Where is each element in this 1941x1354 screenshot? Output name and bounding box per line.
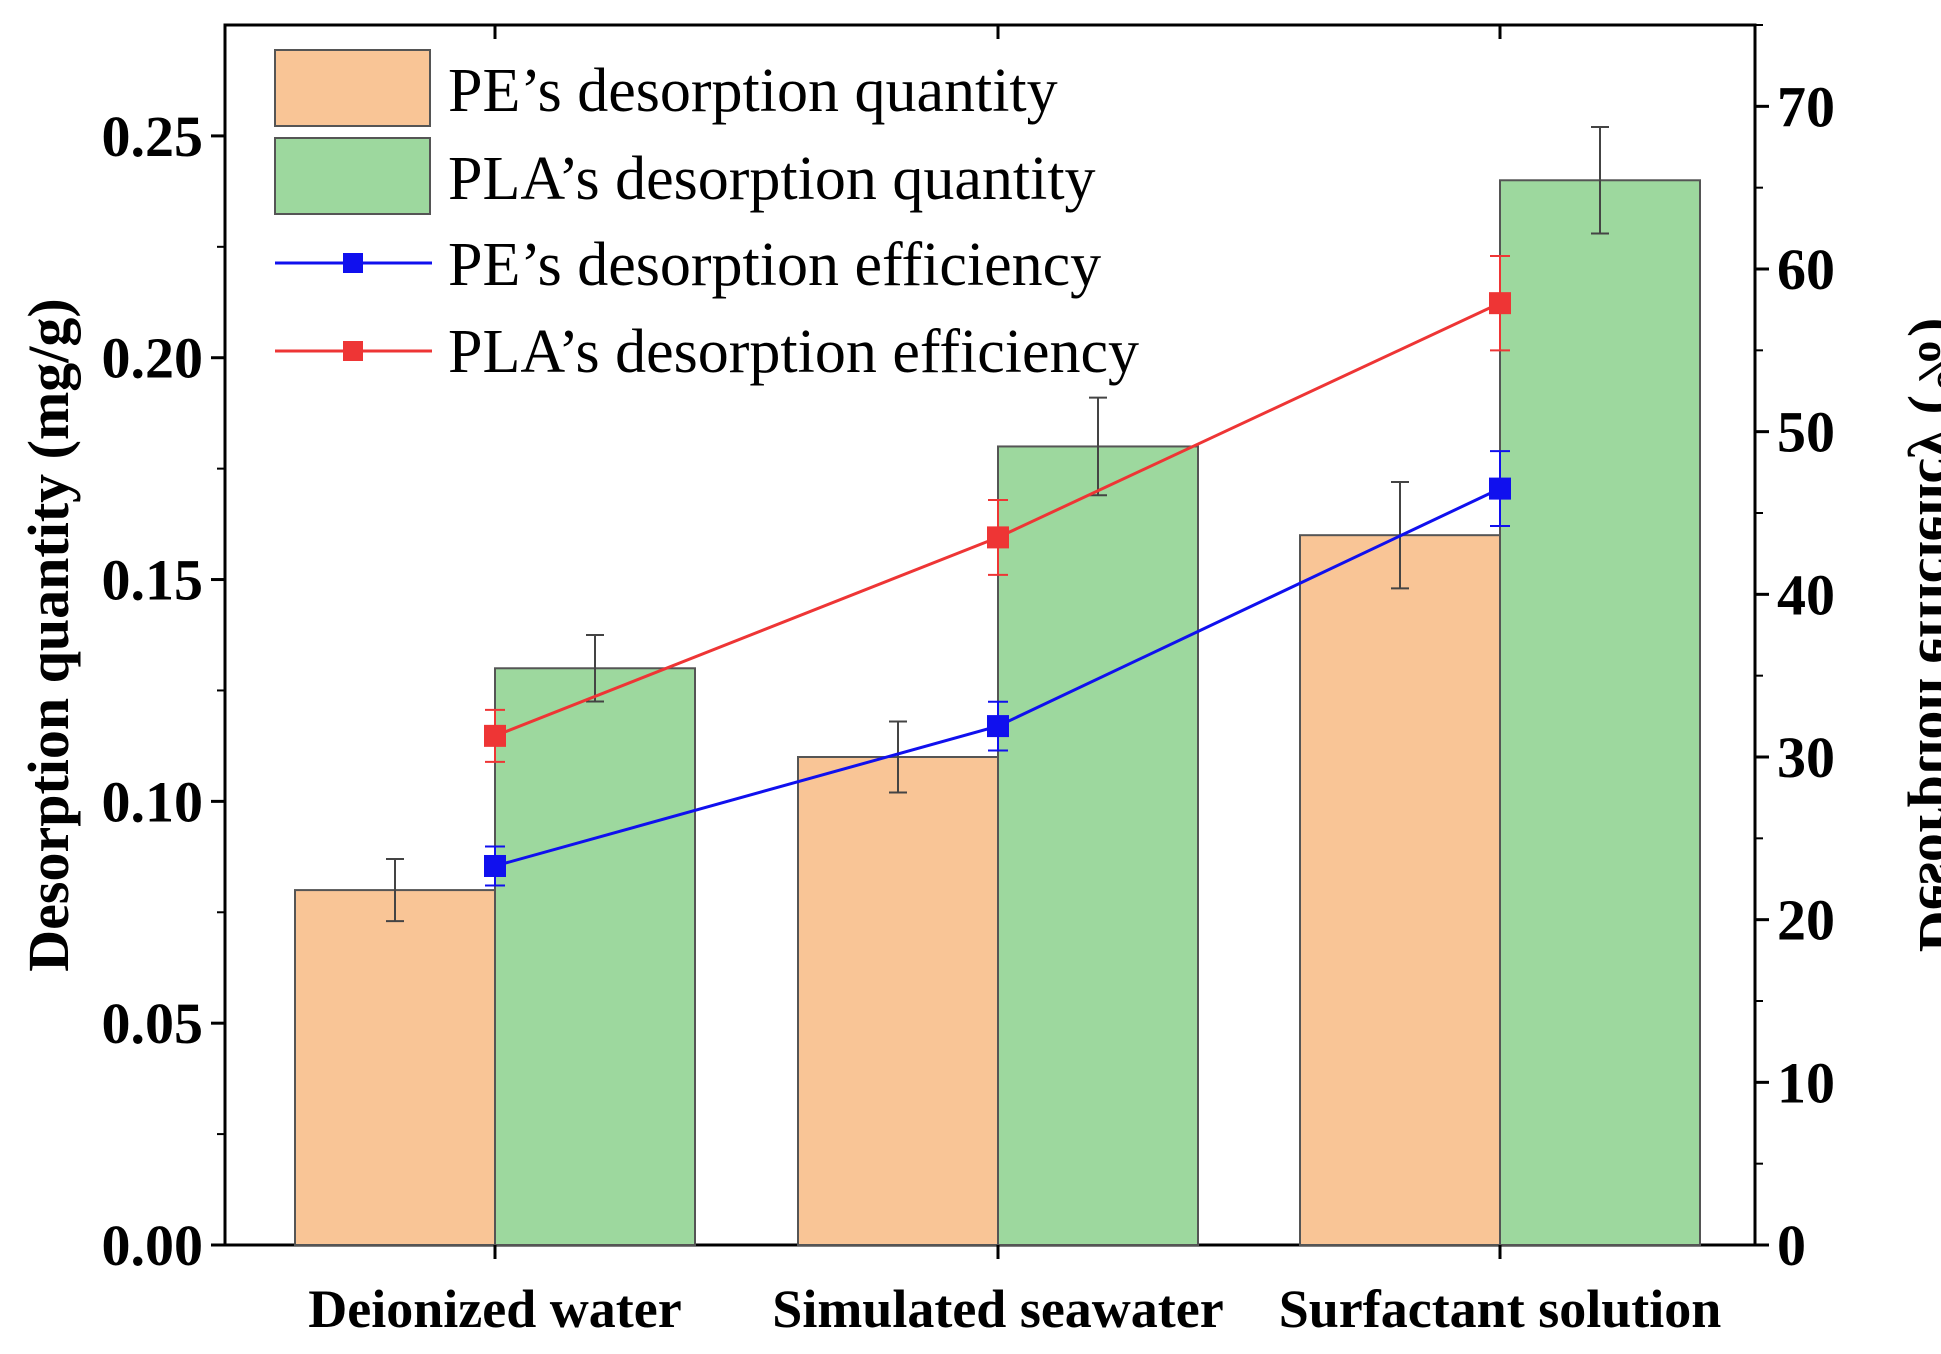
y-axis-title-left: Desorption quantity (mg/g) [16, 298, 81, 971]
y-tick-label-left-2: 0.10 [102, 769, 204, 834]
legend-label-pe-efficiency: PE’s desorption efficiency [448, 231, 1101, 299]
y-tick-label-right-4: 40 [1777, 562, 1835, 627]
y-tick-label-right-0: 0 [1777, 1213, 1806, 1278]
legend-swatch-pe-quantity [274, 49, 431, 127]
legend-marker-pla-efficiency [343, 341, 363, 361]
legend-marker-pe-efficiency [343, 253, 363, 273]
bar-pla-2 [1499, 179, 1701, 1247]
point-pe-efficiency-0 [484, 854, 506, 877]
legend-label-pe-quantity: PE’s desorption quantity [448, 57, 1058, 125]
legend-swatch-pla-quantity [274, 137, 431, 215]
bar-pla-0 [494, 667, 696, 1246]
y-tick-label-right-5: 50 [1777, 400, 1835, 465]
y-tick-label-left-5: 0.25 [102, 104, 204, 169]
bar-layer [294, 179, 1701, 1247]
axes-layer: 0.00 0.05 0.10 0.15 0.20 0.25 0 10 20 30 40 50 60 70 D… [102, 24, 1835, 1339]
y-tick-label-right-1: 10 [1777, 1050, 1835, 1115]
y-tick-label-right-6: 60 [1777, 237, 1835, 302]
y-axis-title-right: Desorption efficiency (%) [1907, 318, 1941, 953]
x-tick-label-0: Deionized water [308, 1279, 681, 1339]
y-tick-label-left-3: 0.15 [102, 548, 204, 613]
point-pe-efficiency-1 [987, 715, 1009, 738]
bar-pe-2 [1299, 534, 1501, 1246]
bar-pe-1 [797, 756, 999, 1246]
legend-label-pla-efficiency: PLA’s desorption efficiency [448, 318, 1139, 386]
point-pla-efficiency-0 [484, 724, 506, 747]
bar-error-layer [386, 126, 1609, 923]
bar-pla-1 [997, 445, 1199, 1247]
line-layer [484, 254, 1511, 887]
point-pla-efficiency-2 [1489, 292, 1511, 315]
y-tick-label-right-2: 20 [1777, 888, 1835, 953]
y-tick-label-right-7: 70 [1777, 74, 1835, 139]
legend-label-pla-quantity: PLA’s desorption quantity [448, 145, 1096, 213]
x-tick-label-2: Surfactant solution [1279, 1279, 1722, 1339]
legend: PE’s desorption quantity PLA’s desorptio… [274, 49, 1139, 386]
bar-pe-0 [294, 889, 496, 1246]
point-pe-efficiency-2 [1489, 477, 1511, 500]
point-pla-efficiency-1 [987, 526, 1009, 549]
y-tick-label-left-1: 0.05 [102, 991, 204, 1056]
y-tick-label-left-0: 0.00 [102, 1213, 204, 1278]
y-tick-label-right-3: 30 [1777, 725, 1835, 790]
y-tick-label-left-4: 0.20 [102, 326, 204, 391]
x-tick-label-1: Simulated seawater [772, 1279, 1223, 1339]
